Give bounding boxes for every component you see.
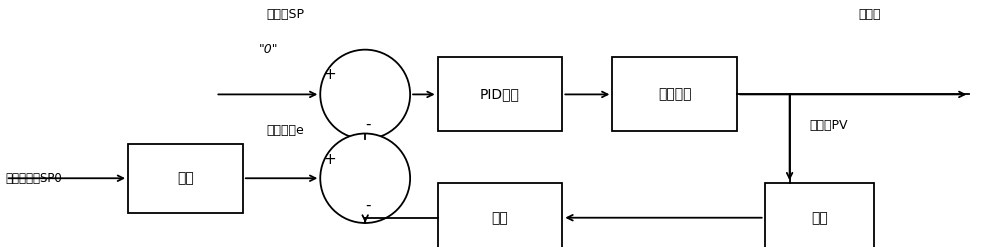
Bar [765, 183, 874, 248]
Text: "0": "0" [259, 43, 278, 56]
Text: -: - [365, 117, 371, 131]
Text: 累积: 累积 [492, 211, 508, 225]
Ellipse shape [320, 133, 410, 223]
Bar [438, 183, 562, 248]
Bar [612, 58, 737, 131]
Text: 下料控制: 下料控制 [658, 87, 692, 101]
Text: 下料设定值SP0: 下料设定值SP0 [6, 172, 62, 185]
Text: 累积偏差e: 累积偏差e [266, 124, 304, 137]
Text: 下料量: 下料量 [858, 8, 881, 21]
Text: -: - [365, 198, 371, 213]
Ellipse shape [320, 50, 410, 139]
Text: +: + [324, 152, 337, 167]
Text: 累积: 累积 [177, 171, 194, 185]
Text: +: + [324, 67, 337, 82]
Text: 设定值SP: 设定值SP [266, 8, 304, 21]
Bar [128, 144, 243, 213]
Bar [438, 58, 562, 131]
Text: 测量值PV: 测量值PV [810, 119, 848, 132]
Text: PID调节: PID调节 [480, 87, 520, 101]
Text: 测量: 测量 [811, 211, 828, 225]
